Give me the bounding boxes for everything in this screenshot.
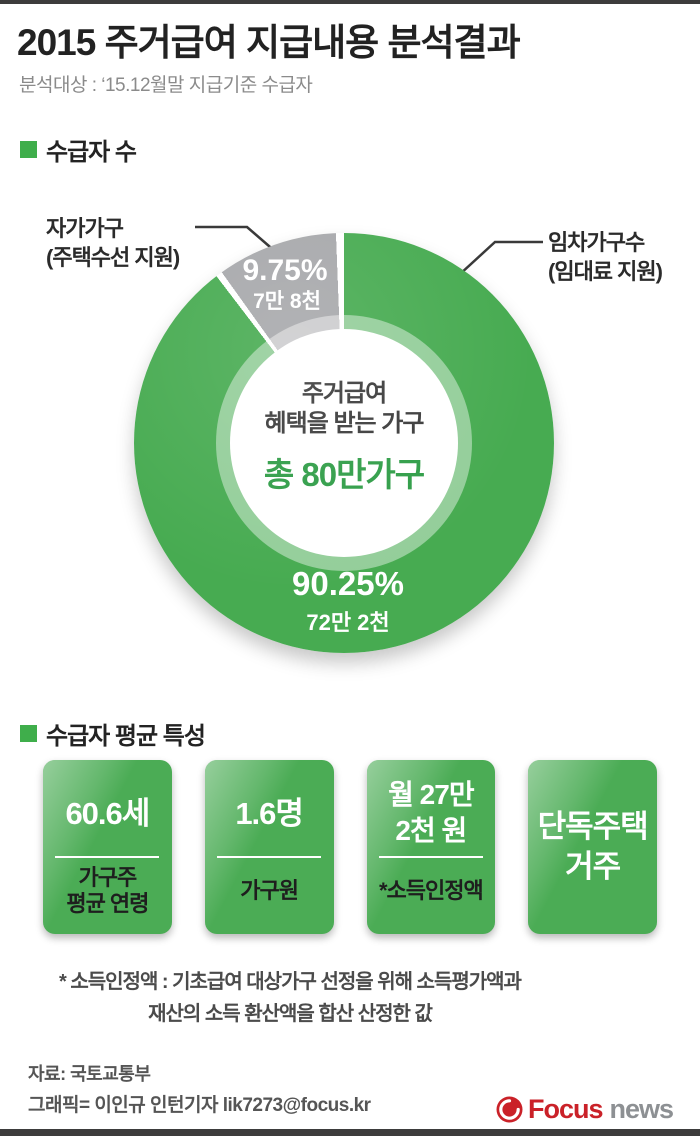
green-slice-count: 72만 2천 [306,610,390,635]
donut-center-line1: 주거급여 [301,379,387,407]
stat-label-line: 가구원 [240,878,299,903]
stat-value: 60.6세 [65,795,150,831]
stat-label-line: 가구주 [78,865,138,890]
section-bullet-icon [20,725,37,742]
stat-card-age: 60.6세 가구주 평균 연령 [43,760,172,934]
donut-chart-area: 자가가구 (주택수선 지원) 임차가구수 (임대료 지원) 주거급여 혜택을 받… [0,190,700,695]
focus-news-swirl-icon [496,1096,523,1123]
donut-center: 주거급여 혜택을 받는 가구 총 80만가구 [230,329,458,557]
stat-label-line: *소득인정액 [378,878,484,903]
logo-text-news: news [609,1094,675,1124]
page-subtitle: 분석대상 : ‘15.12월말 지급기준 수급자 [19,75,313,96]
callout-own-line2: (주택수선 지원) [46,245,180,270]
section-header-recipients: 수급자 수 [20,132,137,167]
stat-label-line: 평균 연령 [66,891,149,916]
gray-slice-count: 7만 8천 [253,290,321,313]
data-source: 자료: 국토교통부 [28,1064,151,1084]
donut-center-value: 총 80만가구 [263,455,425,493]
donut-pie: 주거급여 혜택을 받는 가구 총 80만가구 9.75% 7만 8천 90.25… [134,233,554,653]
stat-card-age-value: 60.6세 [65,770,150,856]
card-divider [55,856,160,858]
stat-card-members: 1.6명 가구원 [204,760,334,934]
stat-value: 거주 [565,849,621,884]
section-bullet-icon [20,141,37,158]
page-title: 2015 주거급여 지급내용 분석결과 [17,22,521,63]
callout-rent-line1: 임차가구수 [548,230,645,255]
footnote-line2: 재산의 소득 환산액을 합산 산정한 값 [148,1003,433,1025]
section-title-traits: 수급자 평균 특성 [46,723,206,750]
stat-cards-row: 60.6세 가구주 평균 연령 1.6명 가구원 월 27만 2천 원 *소득인… [43,760,657,934]
stat-card-housing: 단독주택 거주 [528,760,657,934]
donut-inner-ring [216,315,472,571]
footnote-line1: * 소득인정액 : 기초급여 대상가구 선정을 위해 소득평가액과 [59,971,522,993]
top-border-bar [0,0,700,4]
callout-rent-household: 임차가구수 (임대료 지원) [548,228,663,286]
stat-value: 2천 원 [395,815,467,846]
footnote: * 소득인정액 : 기초급여 대상가구 선정을 위해 소득평가액과 재산의 소득… [0,966,580,1030]
card-divider [217,856,322,858]
stat-card-income: 월 27만 2천 원 *소득인정액 [366,760,496,934]
donut-center-line2: 혜택을 받는 가구 [264,409,425,437]
callout-own-household: 자가가구 (주택수선 지원) [46,214,180,272]
logo-text-focus: Focus [528,1094,604,1124]
callout-rent-line2: (임대료 지원) [548,259,663,284]
section-title-recipients: 수급자 수 [46,139,137,166]
card-divider [378,856,483,858]
green-slice-percent: 90.25% [292,565,404,602]
section-header-traits: 수급자 평균 특성 [20,716,206,751]
bottom-border-bar [0,1129,700,1136]
gray-slice-percent: 9.75% [242,254,328,287]
stat-value: 월 27만 [388,779,474,810]
leader-line-left [195,225,278,254]
stat-value: 1.6명 [235,795,304,831]
focus-news-logo: Focus news [496,1094,675,1125]
callout-own-line1: 자가가구 [46,216,124,241]
stat-card-members-value: 1.6명 [235,770,304,856]
stat-card-income-value: 월 27만 2천 원 [388,770,474,856]
stat-card-housing-value: 단독주택 거주 [537,770,649,924]
stat-card-income-label: *소득인정액 [378,858,484,924]
stat-card-age-label: 가구주 평균 연령 [66,858,149,924]
stat-card-members-label: 가구원 [240,858,299,924]
stat-value: 단독주택 [537,809,649,844]
graphic-credit: 그래픽= 이인규 인턴기자 lik7273@focus.kr [28,1095,371,1116]
